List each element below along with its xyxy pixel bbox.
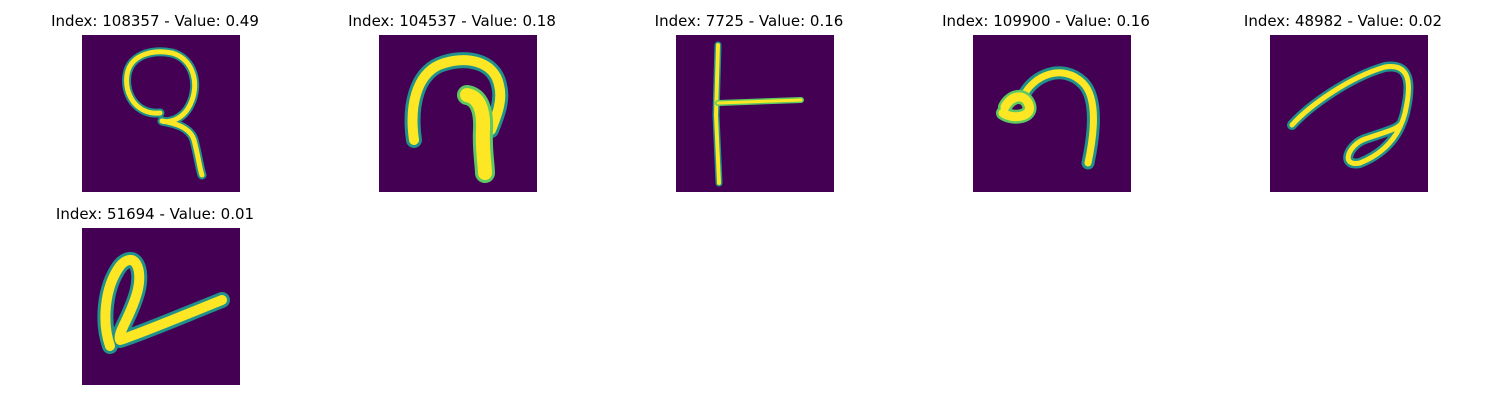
- panel-title: Index: 104537 - Value: 0.18: [348, 12, 556, 30]
- panel: Index: 51694 - Value: 0.01: [5, 203, 305, 393]
- handwritten-glyph-hook-icon: [996, 66, 1100, 170]
- panel-image: [676, 35, 834, 192]
- handwritten-glyph-loop-descender-icon: [122, 47, 207, 180]
- panel-image: [82, 35, 240, 192]
- panel: Index: 48982 - Value: 0.02: [1193, 10, 1493, 200]
- panel-title: Index: 7725 - Value: 0.16: [654, 12, 844, 30]
- panel-image: [82, 228, 240, 385]
- panel-title: Index: 108357 - Value: 0.49: [51, 12, 259, 30]
- panel-image: [379, 35, 537, 192]
- panel: Index: 7725 - Value: 0.16: [599, 10, 899, 200]
- panel-image: [973, 35, 1131, 192]
- handwritten-glyph-curl-icon: [1287, 61, 1414, 169]
- panel-title: Index: 51694 - Value: 0.01: [55, 205, 255, 223]
- panel: Index: 109900 - Value: 0.16: [896, 10, 1196, 200]
- panel-title: Index: 109900 - Value: 0.16: [942, 12, 1150, 30]
- panel: Index: 108357 - Value: 0.49: [5, 10, 305, 200]
- panel-title: Index: 48982 - Value: 0.02: [1243, 12, 1443, 30]
- handwritten-glyph-arch-icon: [404, 52, 509, 183]
- handwritten-glyph-t-rotated-icon: [712, 41, 804, 187]
- panel-image: [1270, 35, 1428, 192]
- panel: Index: 104537 - Value: 0.18: [302, 10, 602, 200]
- handwritten-glyph-loop-tail-icon: [97, 252, 230, 354]
